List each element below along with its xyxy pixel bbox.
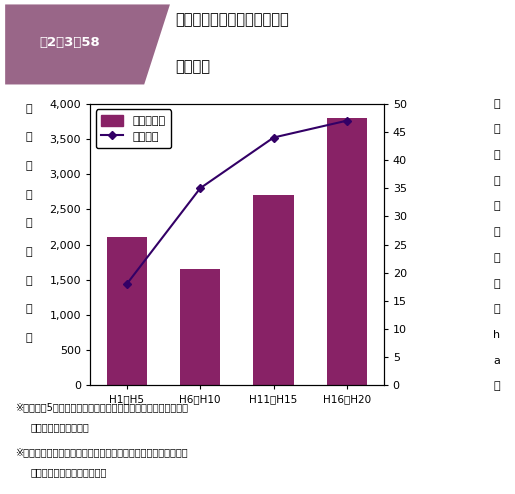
Polygon shape	[5, 4, 170, 84]
Text: 万: 万	[494, 253, 500, 263]
Text: 図2－3－58: 図2－3－58	[39, 36, 100, 49]
Text: 度の推移: 度の推移	[175, 59, 210, 74]
Text: 額: 額	[25, 218, 31, 228]
Text: h: h	[493, 330, 501, 340]
Legend: 水害被害額, 水害密度: 水害被害額, 水害密度	[96, 109, 171, 148]
Text: 害: 害	[25, 190, 31, 200]
Text: ※値は過去5箇年の平均値である。（国土交通省河川局「水害統: ※値は過去5箇年の平均値である。（国土交通省河川局「水害統	[15, 403, 188, 412]
Text: 害: 害	[25, 132, 31, 142]
Text: ／: ／	[494, 304, 500, 314]
Text: 害: 害	[494, 124, 500, 134]
Text: a: a	[493, 356, 501, 366]
Text: 円: 円	[25, 304, 31, 314]
Text: 水: 水	[494, 99, 500, 109]
Text: 水: 水	[25, 104, 31, 114]
Text: 億: 億	[25, 276, 31, 286]
Text: 百: 百	[494, 227, 500, 237]
Text: 計」より内閣府作成）: 計」より内閣府作成）	[31, 422, 90, 432]
Bar	[253, 195, 294, 385]
Bar	[107, 238, 147, 385]
Text: 密: 密	[494, 150, 500, 160]
Text: 円: 円	[494, 279, 500, 288]
Text: （: （	[494, 202, 500, 211]
Text: 度: 度	[494, 176, 500, 186]
Text: ※水害密度：水害区域面積（水害による「宅地その他」の浸水面: ※水害密度：水害区域面積（水害による「宅地その他」の浸水面	[15, 447, 188, 457]
Text: ）: ）	[25, 333, 31, 343]
Text: 一般資産水害被害及び水害密: 一般資産水害被害及び水害密	[175, 12, 289, 27]
Text: 被: 被	[25, 161, 31, 171]
Bar	[180, 269, 220, 385]
Text: ）: ）	[494, 381, 500, 391]
Text: 積）当たりの一般資産被害額: 積）当たりの一般資産被害額	[31, 467, 107, 477]
Text: （: （	[25, 247, 31, 257]
Bar	[327, 118, 367, 385]
